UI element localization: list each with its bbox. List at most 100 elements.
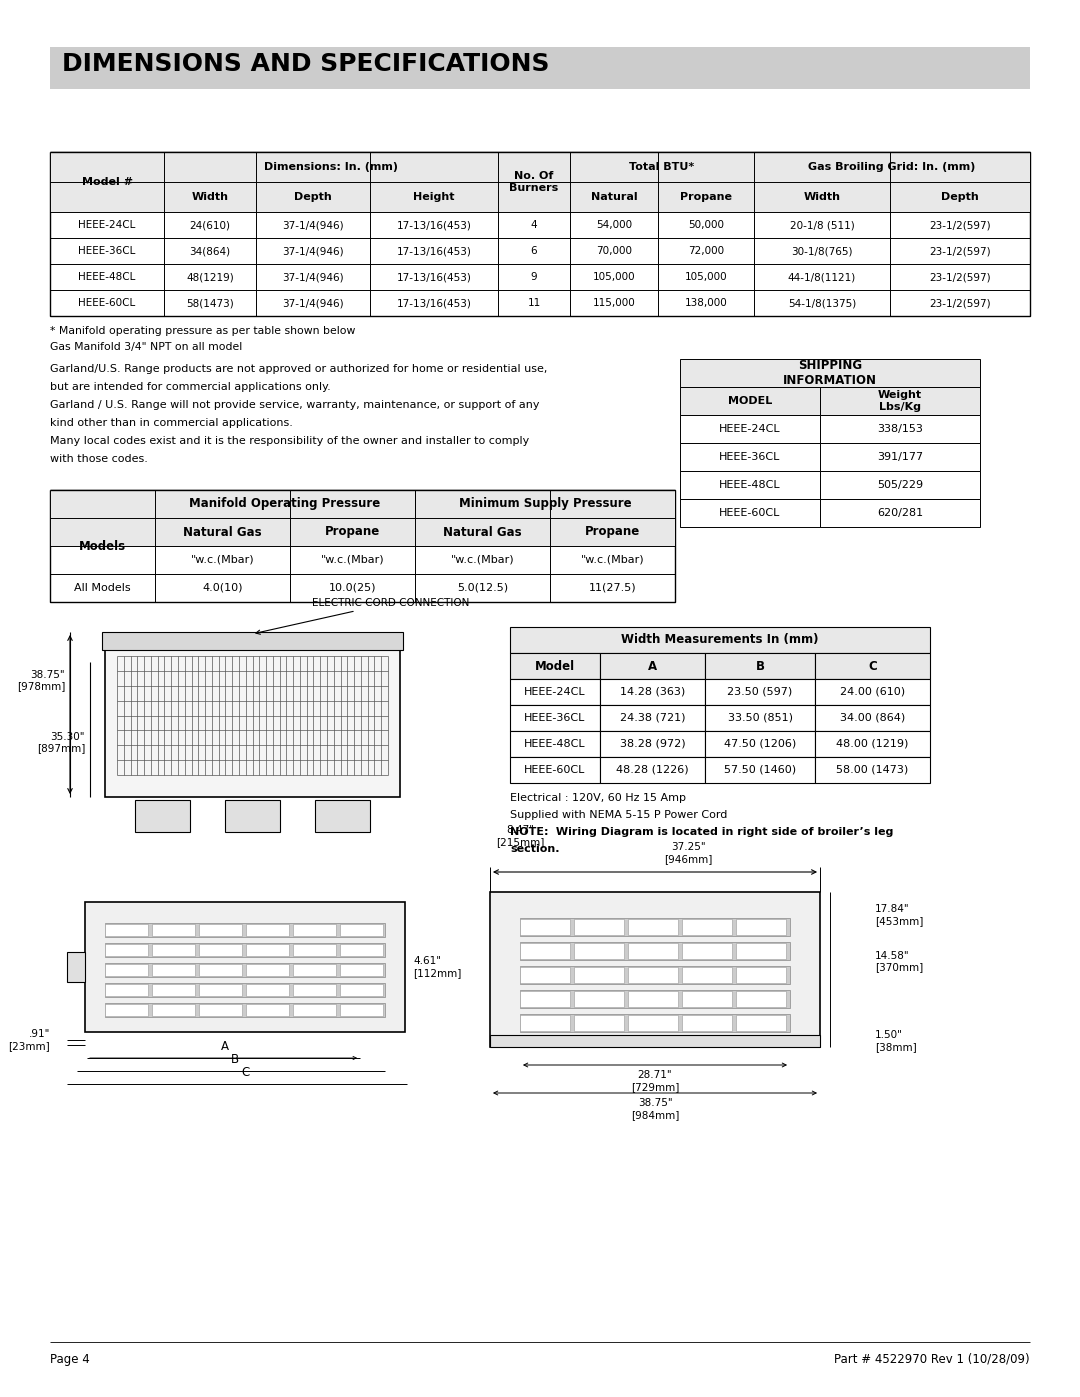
- Bar: [519, 919, 570, 935]
- Text: 24(610): 24(610): [189, 219, 230, 231]
- Bar: [105, 1004, 148, 1016]
- Bar: [681, 919, 732, 935]
- Bar: [50, 152, 1030, 316]
- Bar: [820, 499, 980, 527]
- Bar: [246, 983, 289, 996]
- Text: 48.28 (1226): 48.28 (1226): [617, 766, 689, 775]
- Bar: [890, 182, 1030, 212]
- Text: HEEE-36CL: HEEE-36CL: [524, 712, 585, 724]
- Bar: [680, 387, 820, 415]
- Bar: [705, 705, 815, 731]
- Text: 35.30"
[897mm]: 35.30" [897mm]: [37, 732, 85, 753]
- Bar: [681, 1016, 732, 1031]
- Bar: [573, 967, 624, 983]
- Bar: [705, 679, 815, 705]
- Bar: [246, 964, 289, 977]
- Bar: [570, 152, 754, 182]
- Text: B: B: [231, 1053, 239, 1066]
- Bar: [510, 757, 600, 782]
- Bar: [820, 443, 980, 471]
- Text: 620/281: 620/281: [877, 509, 923, 518]
- Bar: [510, 731, 600, 757]
- Bar: [600, 679, 705, 705]
- Bar: [105, 923, 384, 937]
- Text: HEEE-24CL: HEEE-24CL: [719, 425, 781, 434]
- Text: 17.84"
[453mm]: 17.84" [453mm]: [875, 904, 923, 926]
- Bar: [815, 679, 930, 705]
- Bar: [67, 951, 85, 982]
- Bar: [627, 967, 678, 983]
- Text: B: B: [756, 659, 765, 672]
- Bar: [315, 800, 370, 833]
- Text: 11(27.5): 11(27.5): [589, 583, 636, 592]
- Text: HEEE-60CL: HEEE-60CL: [524, 766, 585, 775]
- Text: Width: Width: [804, 191, 840, 203]
- Text: 17-13/16(453): 17-13/16(453): [396, 219, 472, 231]
- Bar: [735, 967, 786, 983]
- Bar: [105, 964, 148, 977]
- Text: .91"
[23mm]: .91" [23mm]: [9, 1030, 50, 1051]
- Text: with those codes.: with those codes.: [50, 454, 148, 464]
- Bar: [735, 1016, 786, 1031]
- Text: 37.25"
[946mm]: 37.25" [946mm]: [664, 842, 712, 863]
- Text: HEEE-60CL: HEEE-60CL: [719, 509, 781, 518]
- Text: Gas Manifold 3/4" NPT on all model: Gas Manifold 3/4" NPT on all model: [50, 342, 242, 352]
- Text: 14.28 (363): 14.28 (363): [620, 687, 685, 697]
- Bar: [340, 1004, 383, 1016]
- Text: All Models: All Models: [75, 583, 131, 592]
- Bar: [680, 471, 820, 499]
- Text: Part # 4522970 Rev 1 (10/28/09): Part # 4522970 Rev 1 (10/28/09): [835, 1352, 1030, 1365]
- Text: 38.75"
[978mm]: 38.75" [978mm]: [16, 671, 65, 692]
- Bar: [510, 652, 600, 679]
- Bar: [490, 893, 820, 1046]
- Text: 17-13/16(453): 17-13/16(453): [396, 272, 472, 282]
- Bar: [50, 152, 164, 212]
- Bar: [820, 415, 980, 443]
- Text: 33.50 (851): 33.50 (851): [728, 712, 793, 724]
- Bar: [340, 923, 383, 936]
- Text: 505/229: 505/229: [877, 481, 923, 490]
- Text: Garland/U.S. Range products are not approved or authorized for home or residenti: Garland/U.S. Range products are not appr…: [50, 365, 548, 374]
- Text: C: C: [241, 1066, 249, 1078]
- Text: Width Measurements In (mm): Width Measurements In (mm): [621, 633, 819, 647]
- Bar: [50, 47, 1030, 89]
- Bar: [85, 902, 405, 1032]
- Bar: [550, 518, 675, 546]
- Text: section.: section.: [510, 844, 559, 854]
- Bar: [820, 471, 980, 499]
- Text: Models: Models: [79, 539, 126, 552]
- Text: Minimum Supply Pressure: Minimum Supply Pressure: [459, 497, 632, 510]
- Bar: [293, 1004, 336, 1016]
- Text: 1.50"
[38mm]: 1.50" [38mm]: [875, 1030, 917, 1052]
- Bar: [156, 518, 291, 546]
- Text: "w.c.(Mbar): "w.c.(Mbar): [450, 555, 514, 564]
- Bar: [199, 923, 242, 936]
- Text: 50,000: 50,000: [688, 219, 724, 231]
- Text: Total BTU*: Total BTU*: [630, 162, 694, 172]
- Text: Model: Model: [535, 659, 575, 672]
- Bar: [680, 499, 820, 527]
- Bar: [152, 1004, 195, 1016]
- Text: Propane: Propane: [585, 525, 640, 538]
- Text: No. Of
Burners: No. Of Burners: [510, 172, 558, 193]
- Bar: [50, 490, 156, 546]
- Text: 10.0(25): 10.0(25): [328, 583, 376, 592]
- Text: 105,000: 105,000: [685, 272, 727, 282]
- Text: 11: 11: [527, 298, 541, 307]
- Bar: [156, 490, 415, 518]
- Bar: [105, 983, 148, 996]
- Text: A: A: [221, 1039, 229, 1053]
- Bar: [519, 967, 570, 983]
- Text: HEEE-48CL: HEEE-48CL: [79, 272, 136, 282]
- Bar: [415, 518, 550, 546]
- Bar: [340, 964, 383, 977]
- Text: MODEL: MODEL: [728, 395, 772, 407]
- Text: kind other than in commercial applications.: kind other than in commercial applicatio…: [50, 418, 293, 427]
- Text: 37-1/4(946): 37-1/4(946): [282, 298, 343, 307]
- Bar: [573, 943, 624, 958]
- Text: 37-1/4(946): 37-1/4(946): [282, 219, 343, 231]
- Bar: [510, 627, 930, 652]
- Bar: [293, 964, 336, 977]
- Text: HEEE-36CL: HEEE-36CL: [79, 246, 136, 256]
- Bar: [519, 990, 789, 1009]
